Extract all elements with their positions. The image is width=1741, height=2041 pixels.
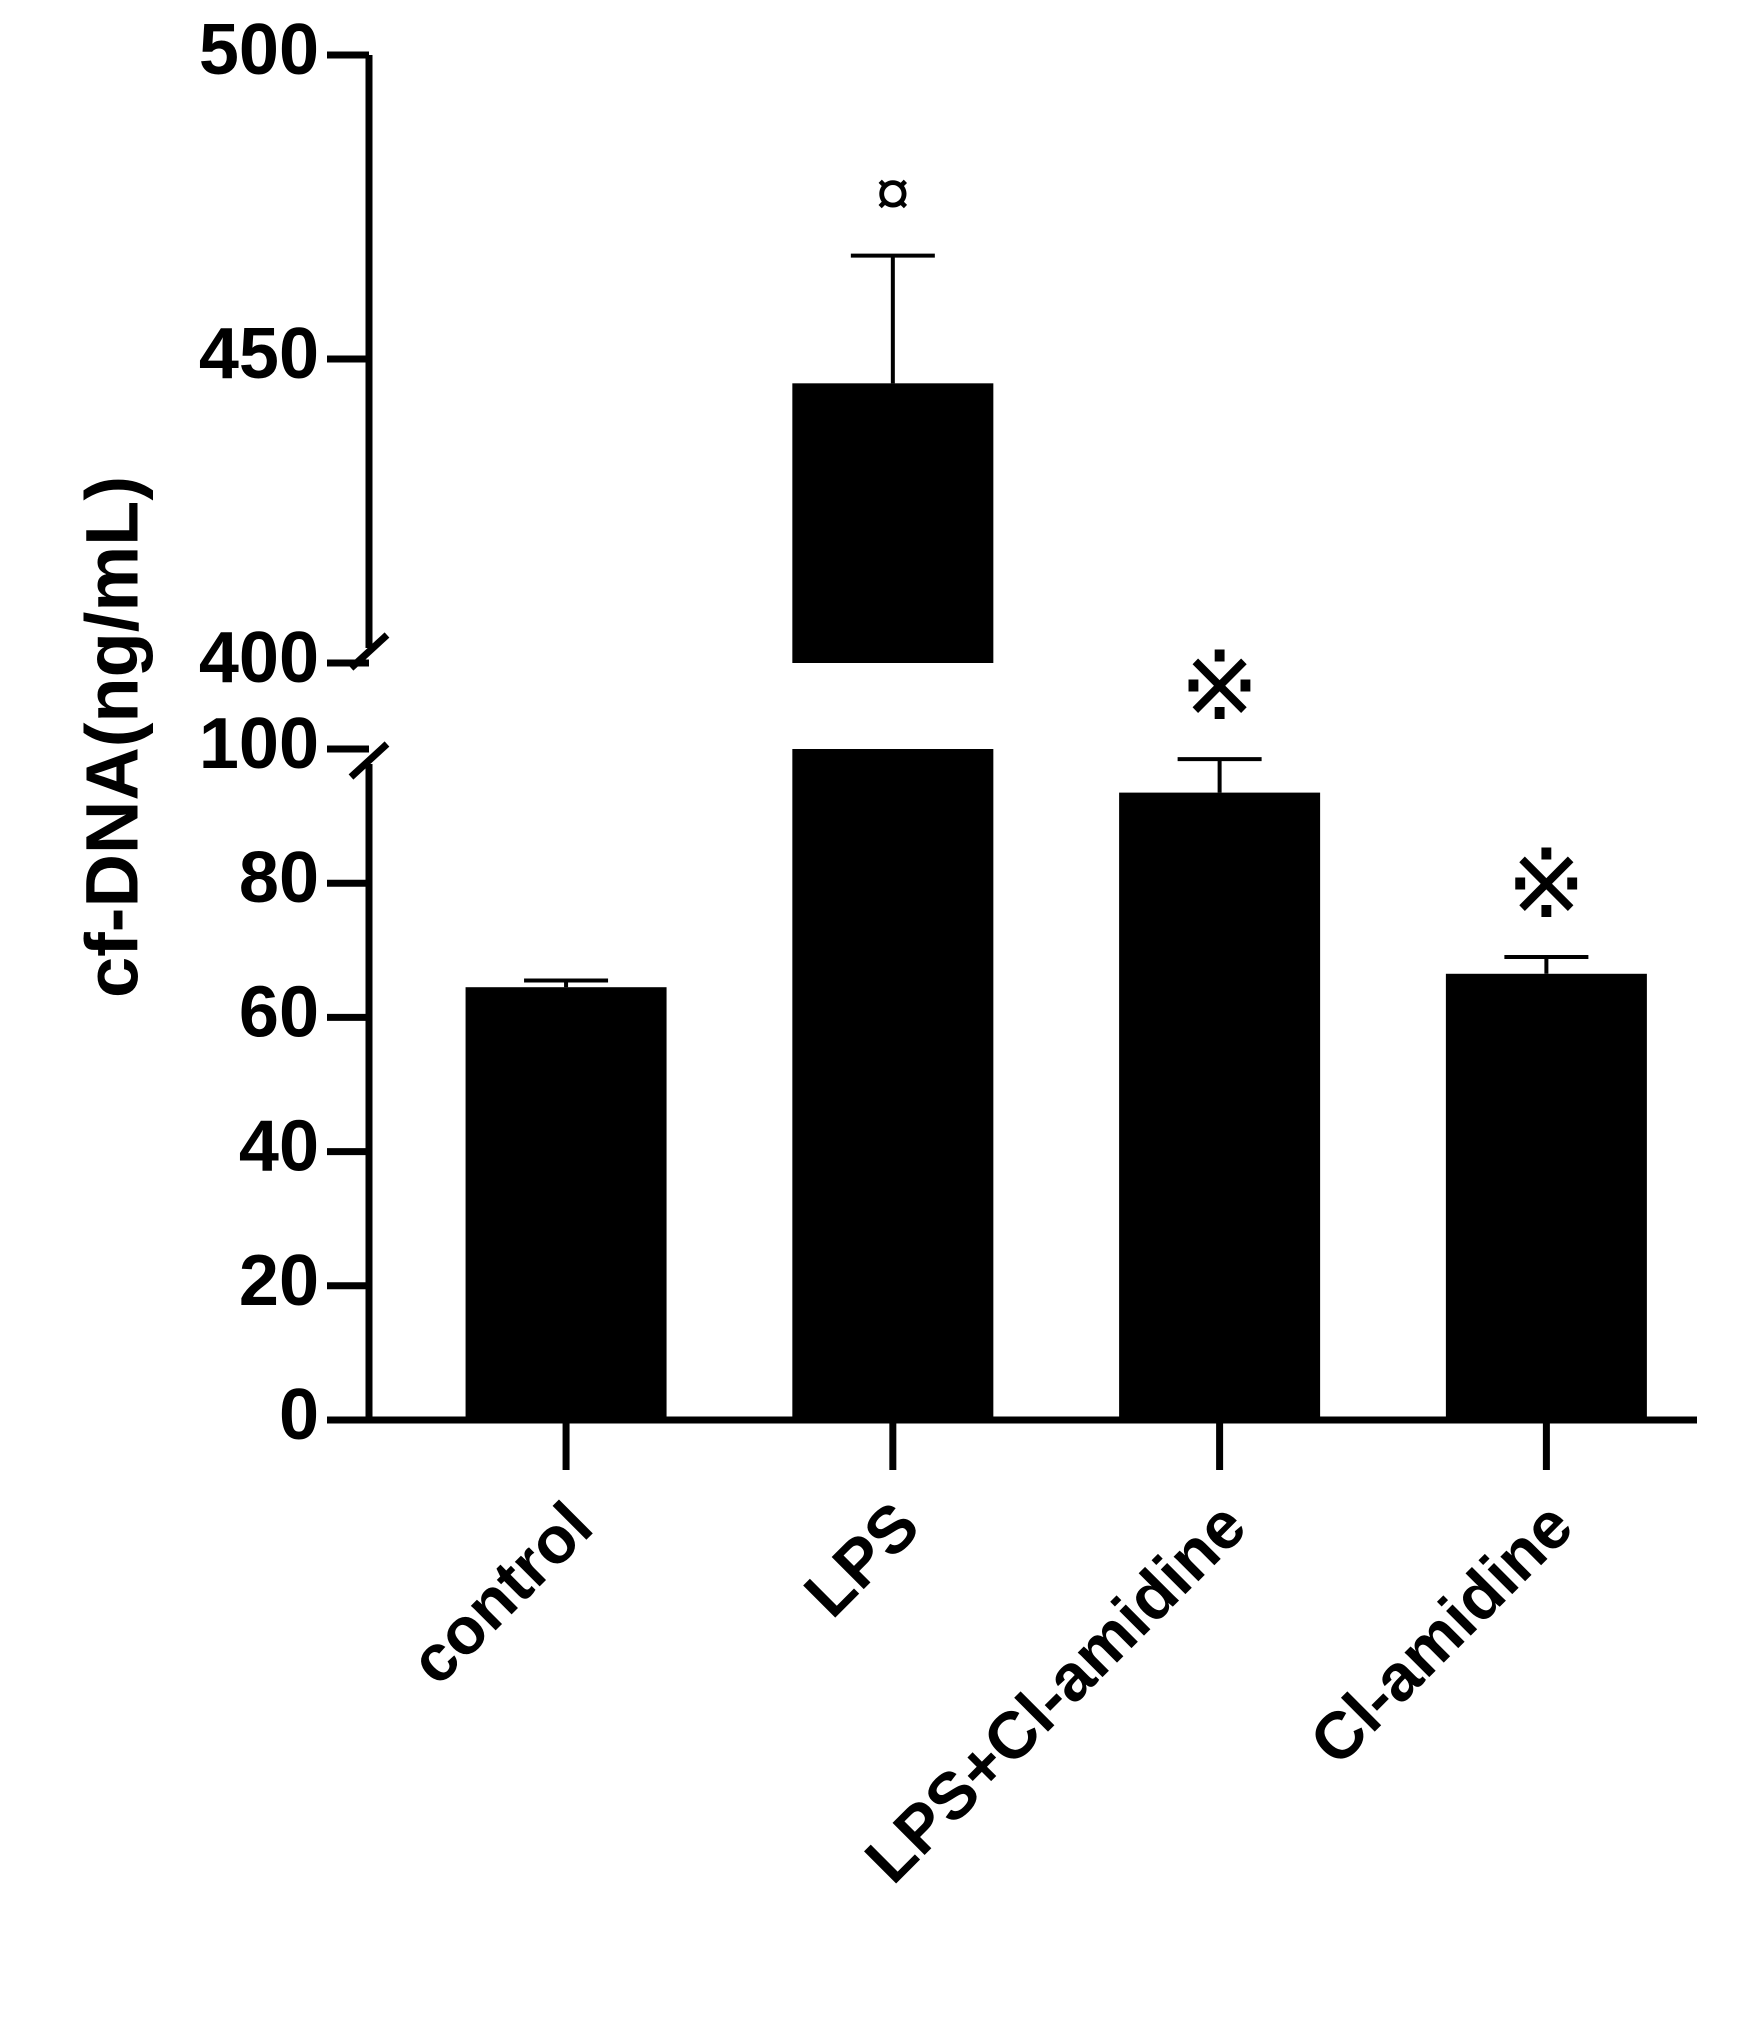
y-tick-label: 100	[199, 704, 319, 784]
y-tick-label: 500	[199, 10, 319, 90]
error-bar	[1504, 955, 1589, 974]
bar	[792, 749, 994, 1420]
y-tick-label: 0	[279, 1375, 319, 1455]
y-tick-label: 60	[239, 972, 319, 1052]
error-bar	[1177, 757, 1262, 793]
y-axis-label: cf-DNA(ng/mL)	[71, 476, 154, 998]
bar	[1119, 792, 1321, 1420]
annotation: ※	[1506, 831, 1586, 938]
y-tick-label: 400	[199, 618, 319, 698]
bar	[465, 987, 667, 1420]
y-tick-label: 80	[239, 838, 319, 918]
bar	[1445, 973, 1647, 1420]
y-tick-label: 450	[199, 314, 319, 394]
axis-break	[348, 741, 390, 780]
error-bar	[524, 978, 609, 988]
y-tick-label: 20	[239, 1241, 319, 1321]
error-bar	[850, 253, 935, 384]
bar	[792, 383, 994, 663]
y-tick-label: 40	[239, 1107, 319, 1187]
x-tick-label: control	[395, 1488, 605, 1698]
x-tick-label: LPS	[790, 1488, 933, 1631]
annotation: ¤	[875, 158, 911, 230]
x-tick-label: Cl-amidine	[1295, 1488, 1586, 1779]
annotation: ※	[1179, 633, 1259, 740]
